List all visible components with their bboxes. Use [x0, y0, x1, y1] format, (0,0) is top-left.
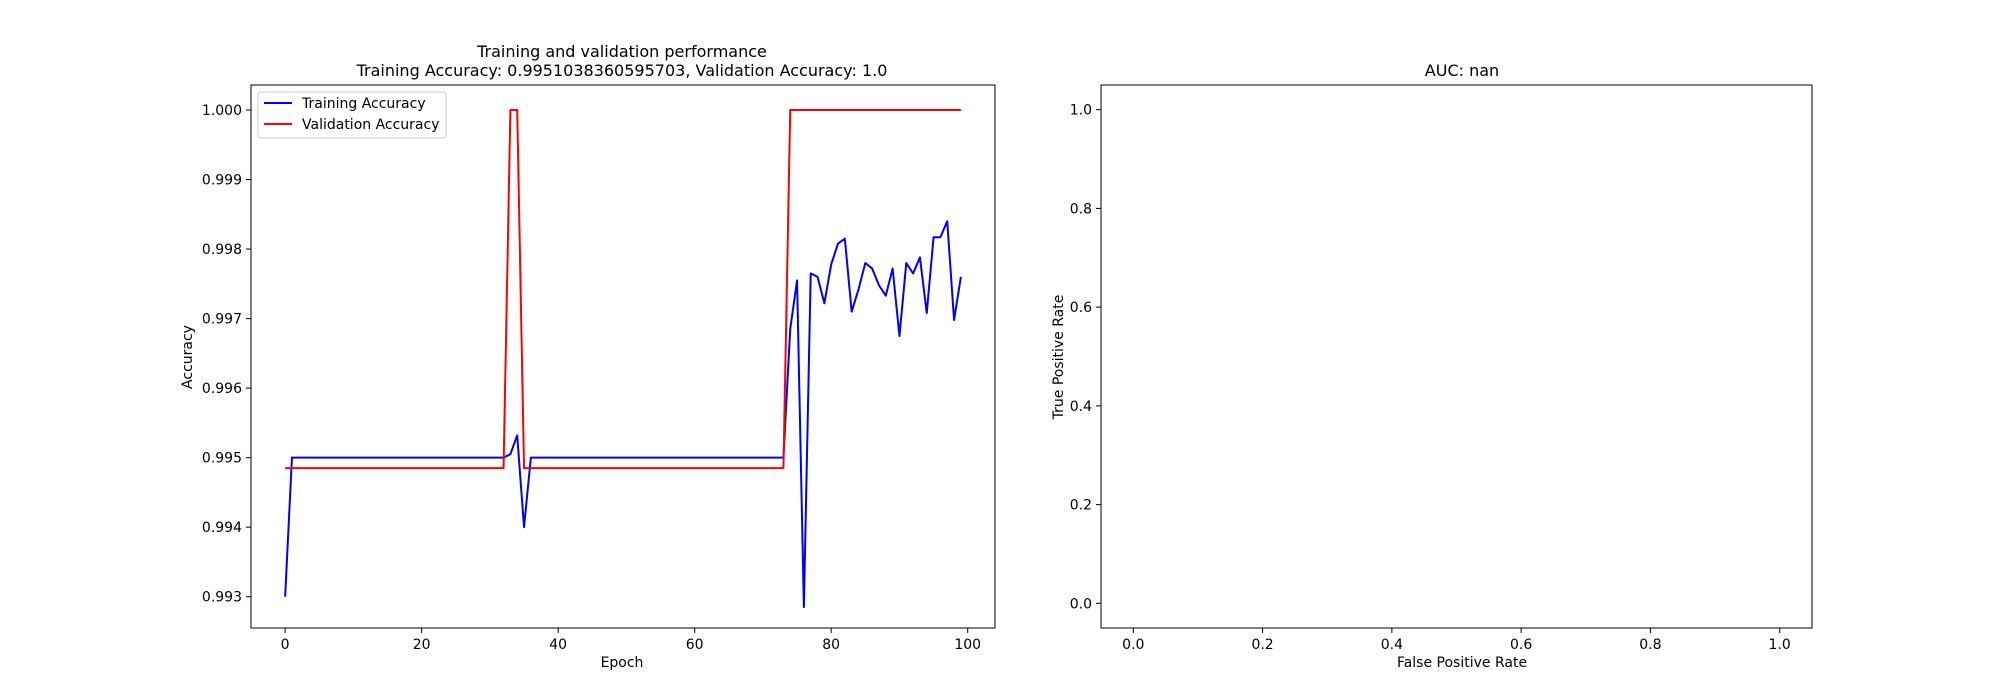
accuracy-chart-title: Training and validation performance: [476, 42, 767, 61]
roc-y-tick-label: 1.0: [1070, 103, 1092, 119]
legend: Training Accuracy Validation Accuracy: [257, 91, 447, 139]
roc-chart: AUC: nan False Positive Rate True Positi…: [1051, 61, 1813, 671]
roc-x-tick-label: 0.4: [1381, 637, 1403, 653]
accuracy-y-tick-label: 0.995: [202, 451, 242, 467]
accuracy-y-tick-label: 0.996: [202, 381, 242, 397]
roc-plot-frame: [1100, 84, 1813, 629]
accuracy-x-tick-label: 100: [954, 637, 981, 653]
legend-label-validation: Validation Accuracy: [302, 117, 440, 133]
accuracy-x-tick-label: 60: [686, 637, 704, 653]
accuracy-y-axis-label: Accuracy: [180, 325, 196, 389]
roc-x-tick-label: 0.6: [1510, 637, 1532, 653]
roc-y-tick-label: 0.4: [1070, 399, 1092, 415]
accuracy-x-axis-label: Epoch: [601, 655, 644, 671]
accuracy-x-tick-label: 0: [281, 637, 290, 653]
roc-x-tick-label: 0.8: [1639, 637, 1661, 653]
validation-accuracy-line: [285, 109, 961, 470]
accuracy-chart: Training and validation performance Trai…: [180, 42, 996, 671]
accuracy-y-tick-label: 0.994: [202, 520, 242, 536]
roc-chart-title: AUC: nan: [1425, 61, 1499, 80]
accuracy-plot-frame: [250, 84, 996, 629]
accuracy-y-tick-label: 1.000: [202, 103, 242, 119]
roc-x-tick-label: 0.2: [1251, 637, 1273, 653]
roc-y-axis-label: True Positive Rate: [1051, 295, 1067, 421]
roc-y-tick-label: 0.8: [1070, 201, 1092, 217]
accuracy-x-tick-label: 40: [549, 637, 567, 653]
legend-box: [257, 91, 447, 139]
training-accuracy-line: [284, 220, 962, 609]
accuracy-y-tick-label: 0.997: [202, 312, 242, 328]
roc-y-tick-label: 0.0: [1070, 596, 1092, 612]
roc-x-tick-label: 0.0: [1122, 637, 1144, 653]
roc-y-tick-label: 0.2: [1070, 498, 1092, 514]
accuracy-x-tick-label: 20: [413, 637, 431, 653]
accuracy-chart-subtitle: Training Accuracy: 0.9951038360595703, V…: [356, 61, 888, 80]
roc-y-tick-label: 0.6: [1070, 300, 1092, 316]
legend-label-training: Training Accuracy: [301, 96, 426, 112]
accuracy-y-tick-label: 0.999: [202, 173, 242, 189]
accuracy-y-tick-label: 0.998: [202, 242, 242, 258]
accuracy-y-tick-label: 0.993: [202, 590, 242, 606]
roc-x-axis-label: False Positive Rate: [1397, 655, 1527, 671]
accuracy-x-tick-label: 80: [822, 637, 840, 653]
roc-x-tick-label: 1.0: [1769, 637, 1791, 653]
